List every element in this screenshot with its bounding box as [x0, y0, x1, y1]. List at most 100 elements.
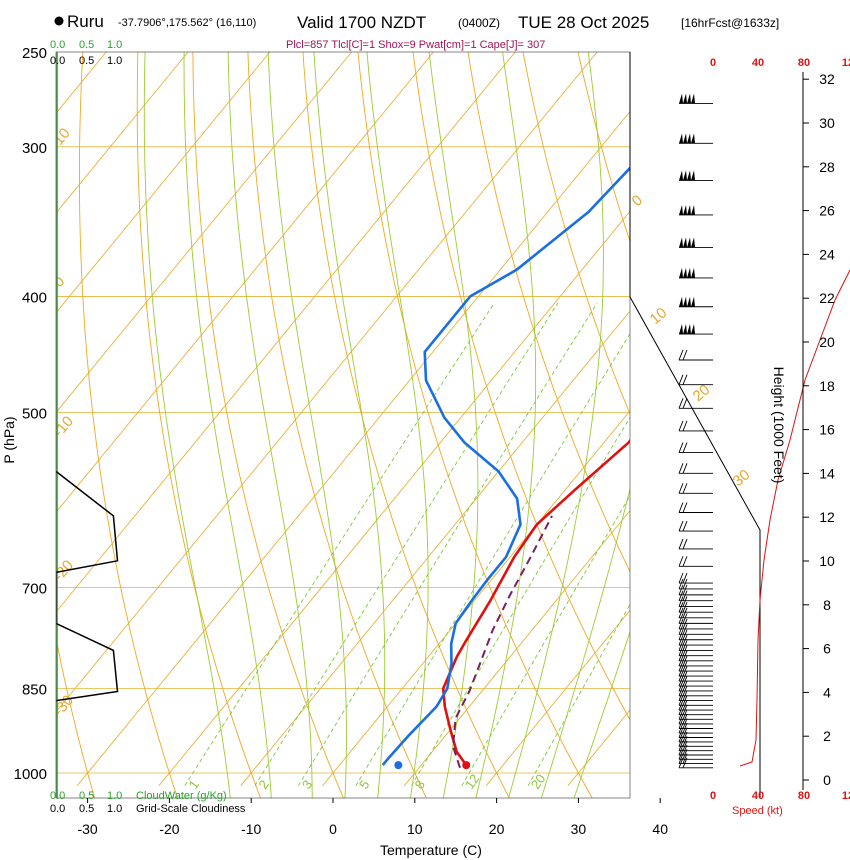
dry-adiabat-line [56, 635, 96, 798]
wind-barb [678, 624, 713, 635]
cloudiness-tick-top: 1.0 [107, 55, 122, 67]
wind-barb [679, 170, 713, 181]
moist-adiabat-line [428, 52, 479, 798]
mixing-ratio-label: 12 [462, 771, 483, 791]
isotherm-line [56, 52, 598, 713]
wind-barb [678, 349, 713, 361]
wind-barb [678, 618, 713, 630]
moist-adiabat-line [475, 52, 537, 798]
mixing-ratio-line [355, 332, 630, 787]
wind-profile-boundary [629, 52, 761, 798]
height-tick-label: 10 [819, 553, 835, 569]
speed-tick-bottom: 80 [798, 790, 810, 802]
cloudiness-tick-bottom: 0.5 [79, 803, 94, 815]
dry-adiabat-line [78, 52, 179, 798]
wind-barb [678, 736, 713, 747]
cloudwater-tick-bottom: 0.0 [50, 790, 65, 802]
wind-barb [678, 572, 713, 584]
wind-barb [678, 374, 713, 386]
cloudwater-tick-bottom: 1.0 [107, 790, 122, 802]
cloudiness-label: Grid-Scale Cloudiness [136, 803, 246, 815]
isotherm-line [322, 410, 630, 787]
station-name: Ruru [67, 12, 104, 31]
forecast-label: [16hrFcst@1633z] [681, 16, 779, 30]
valid-utc: (0400Z) [458, 16, 500, 30]
dry-adiabat-line [467, 52, 630, 573]
valid-time: Valid 1700 NZDT [297, 13, 426, 32]
pressure-tick-label: 850 [22, 681, 47, 698]
height-tick-label: 20 [819, 334, 835, 350]
isotherm-line [56, 52, 434, 513]
height-tick-label: 4 [823, 684, 831, 700]
speed-tick-bottom: 40 [752, 790, 764, 802]
moist-adiabat-line [183, 52, 272, 798]
temp-tick-label: 20 [489, 821, 505, 837]
wind-barb [679, 93, 713, 104]
isotherm-line [76, 110, 630, 787]
pressure-tick-label: 300 [22, 140, 47, 157]
dry-adiabat-line [737, 31, 850, 799]
wind-barb [678, 578, 713, 590]
wind-barb [678, 420, 713, 432]
height-tick-label: 2 [823, 728, 831, 744]
speed-tick-top: 40 [752, 57, 764, 69]
theta-label: 0 [629, 192, 646, 210]
pressure-tick-label: 250 [22, 45, 47, 62]
height-tick-label: 16 [819, 422, 835, 438]
mixing-ratio-line [254, 302, 559, 787]
temp-tick-label: 30 [571, 821, 587, 837]
speed-tick-bottom: 12 [842, 790, 850, 802]
wind-barb [678, 731, 713, 743]
wind-barb [678, 601, 713, 613]
dry-adiabat-line [357, 52, 593, 798]
theta-label: 10 [647, 304, 671, 328]
wind-barb [679, 204, 713, 216]
height-tick-label: 32 [819, 71, 835, 87]
cloudwater-tick-top: 0.0 [50, 39, 65, 51]
dry-adiabat-line [247, 52, 427, 798]
wind-speed-curve [739, 269, 850, 767]
height-tick-label: 30 [819, 115, 835, 131]
isotherm-line [240, 310, 630, 787]
dry-adiabat-line [791, 31, 850, 799]
parcel-params: Plcl=857 Tlcl[C]=1 Shox=9 Pwat[cm]=1 Cap… [286, 39, 545, 51]
pressure-tick-label: 400 [22, 289, 47, 306]
moist-adiabat-line [227, 52, 313, 798]
wind-barb [678, 520, 713, 532]
dry-adiabat-line [0, 31, 12, 799]
moist-adiabat-line [143, 52, 231, 798]
temp-tick-label: -10 [241, 821, 261, 837]
mixing-ratio-line [527, 603, 630, 787]
dry-adiabat-line [628, 31, 850, 799]
wind-barb [679, 237, 713, 248]
wind-barb [678, 613, 713, 624]
pressure-tick-label: 1000 [14, 766, 47, 783]
cloudiness-tick-bottom: 0.0 [50, 803, 65, 815]
moist-adiabat-line [366, 52, 429, 798]
speed-tick-top: 12 [842, 57, 850, 69]
wind-barb [678, 727, 713, 738]
height-tick-label: 12 [819, 509, 835, 525]
wind-barb [678, 442, 713, 453]
height-tick-label: 8 [823, 597, 831, 613]
isotherm-line [56, 52, 271, 314]
speed-label: Speed (kt) [732, 805, 783, 817]
moist-adiabat-line [540, 487, 630, 798]
wind-barb [678, 596, 713, 607]
temp-tick-label: 10 [407, 821, 423, 837]
isotherm-line [56, 52, 189, 214]
parcel-profile [452, 515, 553, 769]
cloudiness-tick-top: 0.5 [79, 55, 94, 67]
valid-date: TUE 28 Oct 2025 [518, 13, 649, 32]
pressure-tick-label: 700 [22, 580, 47, 597]
height-tick-label: 18 [819, 378, 835, 394]
mixing-ratio-label: 20 [528, 771, 549, 791]
speed-tick-bottom: 0 [710, 790, 716, 802]
theta-label: 30 [730, 466, 754, 490]
height-tick-label: 24 [819, 246, 835, 262]
isotherm-line [485, 609, 630, 787]
height-tick-label: 26 [819, 203, 835, 219]
plot-frame [55, 51, 631, 799]
cloudwater-tick-top: 0.5 [79, 39, 94, 51]
